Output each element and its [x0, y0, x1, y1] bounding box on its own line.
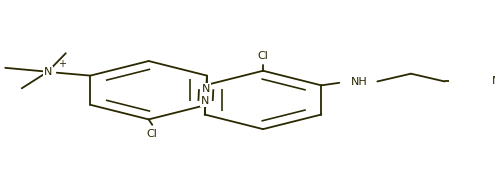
Text: N: N	[202, 84, 210, 94]
Text: +: +	[58, 59, 66, 69]
Text: N: N	[492, 76, 495, 86]
Text: Cl: Cl	[147, 129, 158, 139]
Text: Cl: Cl	[257, 51, 268, 61]
Text: N: N	[44, 67, 52, 77]
Text: NH: NH	[350, 77, 367, 87]
Text: N: N	[201, 96, 210, 106]
